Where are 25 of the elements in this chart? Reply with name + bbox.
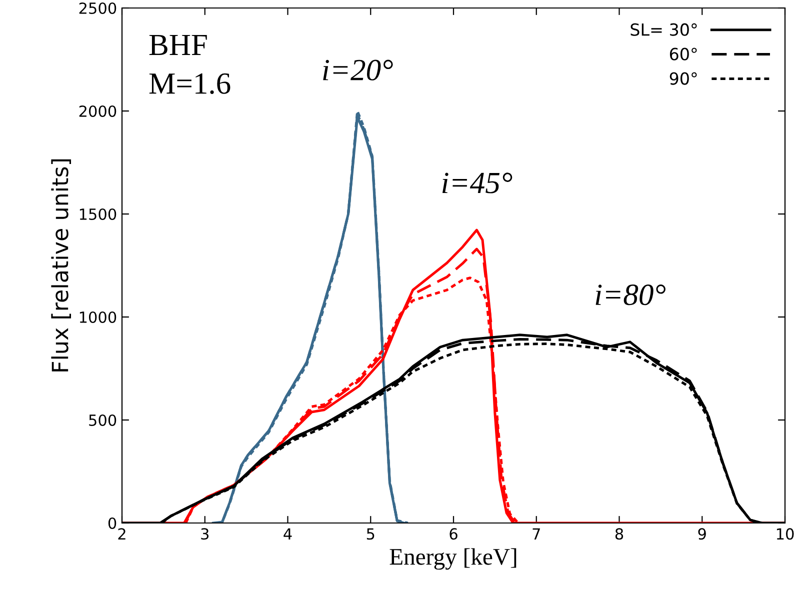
x-tick-label: 3: [201, 528, 209, 540]
annotation: BHF: [149, 34, 207, 56]
x-tick-label: 2: [118, 528, 126, 540]
x-tick-label: 4: [284, 528, 292, 540]
y-tick-label: 0: [108, 517, 116, 530]
x-tick-label: 8: [615, 528, 624, 540]
y-tick-label: 1500: [80, 208, 116, 220]
y-tick-label: 500: [89, 414, 116, 426]
y-tick-label: 2500: [79, 2, 116, 14]
y-axis-title: Flux [relative units]: [51, 159, 72, 372]
x-tick-label: 5: [366, 528, 374, 540]
annotation: i=45°: [442, 172, 512, 194]
y-tick-label: 1000: [80, 311, 116, 324]
legend-label: SL= 30°: [630, 23, 697, 36]
annotation: i=80°: [596, 284, 666, 306]
legend-label: 90°: [670, 72, 697, 85]
x-tick-label: 7: [532, 528, 540, 540]
x-tick-label: 9: [698, 528, 706, 540]
x-tick-label: 6: [450, 528, 458, 540]
annotation: i=20°: [323, 60, 393, 80]
x-axis-title: Energy [keV]: [390, 548, 516, 570]
y-tick-label: 2000: [79, 105, 116, 118]
annotation: M=1.6: [149, 73, 230, 94]
x-tick-label: 10: [776, 528, 794, 540]
legend-label: 60°: [670, 48, 697, 60]
